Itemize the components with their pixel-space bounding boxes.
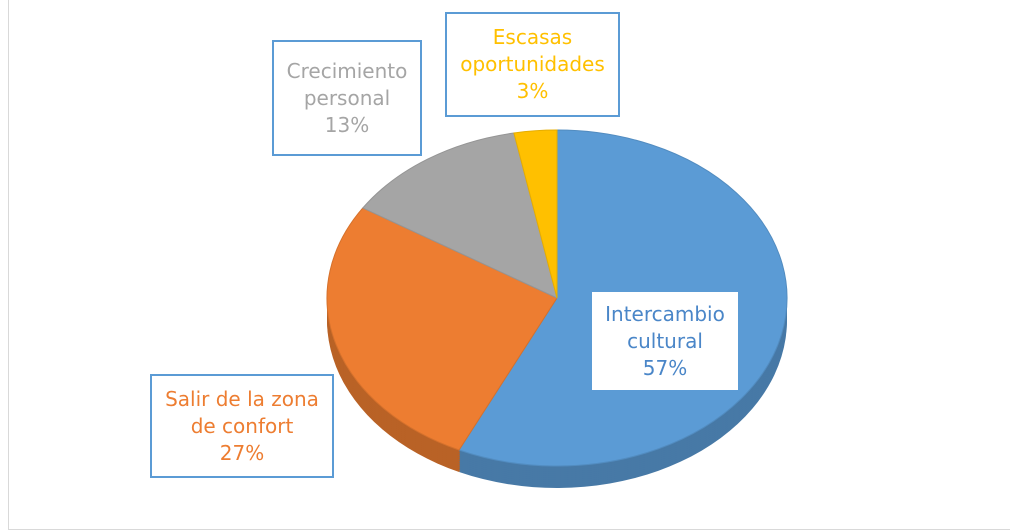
label-value: 3%: [516, 79, 549, 103]
data-label: Crecimiento personal 13%: [272, 40, 422, 156]
chart-frame: [8, 0, 1010, 530]
label-value: 13%: [324, 112, 370, 137]
label-category: Salir de la zona de confort: [165, 386, 319, 438]
label-value: 57%: [642, 355, 688, 380]
pie-slice: [326, 207, 558, 451]
pie-slice: [513, 129, 558, 299]
data-label: Salir de la zona de confort 27%: [150, 374, 334, 478]
label-value: 27%: [219, 440, 265, 465]
data-label: Escasas oportunidades 3%: [445, 12, 620, 117]
label-category: Escasas oportunidades: [460, 25, 605, 76]
label-category: Intercambio cultural: [605, 301, 725, 353]
pie-slice: [361, 132, 558, 299]
label-category: Crecimiento personal: [286, 58, 408, 110]
data-label: Intercambio cultural 57%: [590, 290, 740, 392]
